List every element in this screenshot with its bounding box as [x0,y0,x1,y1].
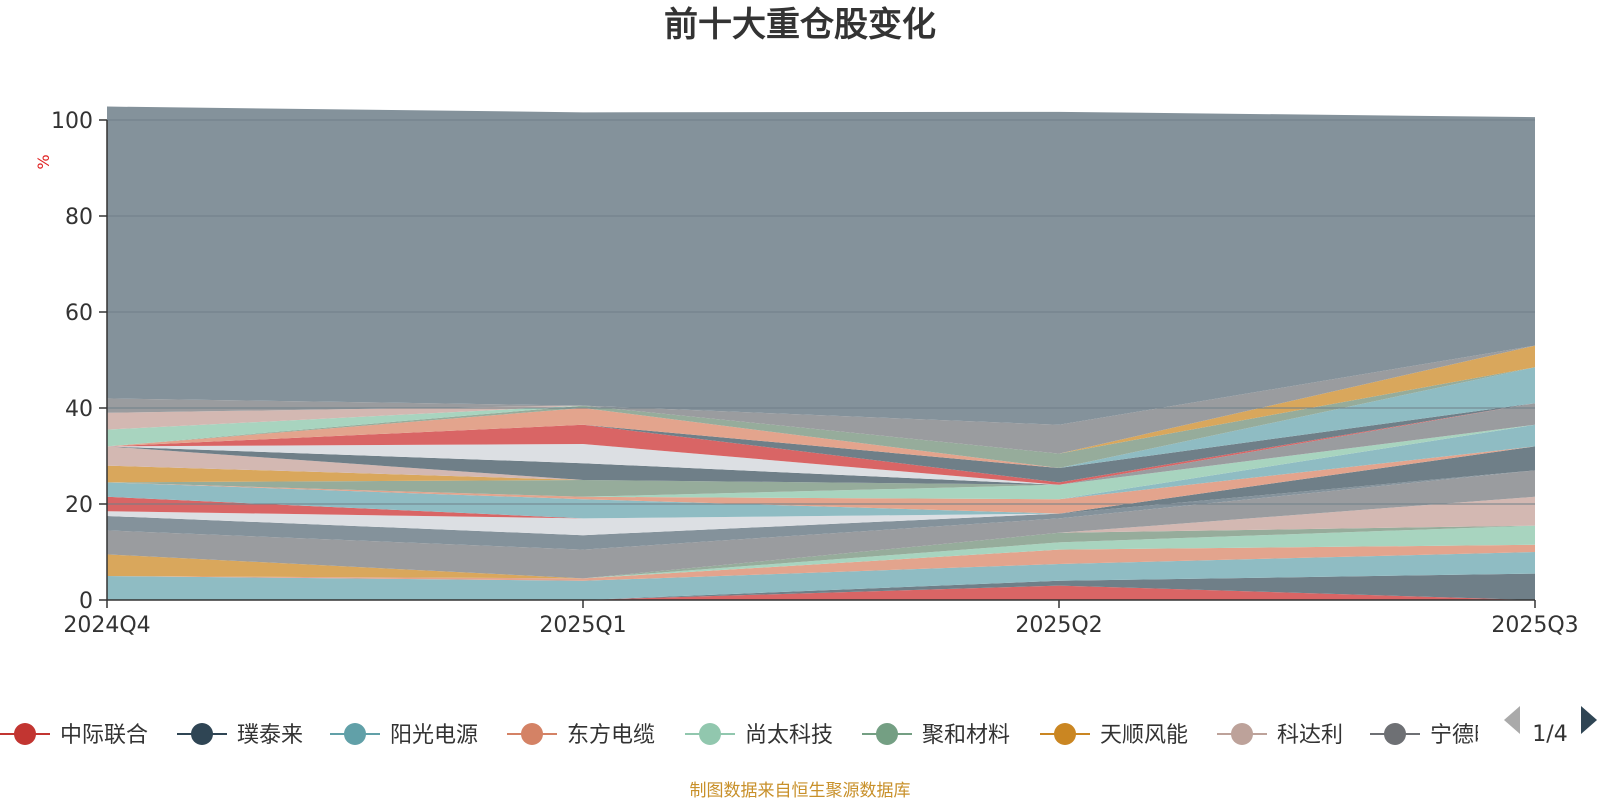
legend-item[interactable]: 中际联合 [0,723,148,748]
chart-title: 前十大重仓股变化 [664,5,936,45]
area-series-1 [107,573,1535,600]
legend-item[interactable]: 璞泰来 [177,723,303,748]
legend-label: 璞泰来 [237,723,303,748]
legend-item[interactable]: 尚太科技 [685,723,833,748]
legend-page-indicator: 1/4 [1532,722,1567,747]
area-series-31 [107,345,1535,454]
legend-swatch-icon [1231,723,1253,745]
legend-item[interactable]: 宁德时代 [1370,723,1518,748]
area-series-23 [107,403,1535,485]
y-tick-label: 60 [65,301,93,326]
legend-label: 天顺风能 [1100,723,1188,748]
area-series-9 [107,470,1535,550]
legend-label: 阳光电源 [390,723,478,748]
area-series-22 [107,403,1535,485]
legend-label: 东方电缆 [567,723,655,748]
x-tick-label: 2024Q4 [63,613,150,638]
y-tick-label: 20 [65,493,93,518]
legend-swatch-icon [699,723,721,745]
y-tick-label: 80 [65,205,93,230]
legend-next-icon[interactable] [1581,706,1597,734]
x-tick-label: 2025Q2 [1015,613,1102,638]
y-tick-label: 100 [51,109,93,134]
legend-label: 尚太科技 [745,723,833,748]
legend-swatch-icon [191,723,213,745]
legend-item[interactable]: 科达利 [1217,723,1343,748]
area-series-24 [107,403,1535,483]
legend-label: 科达利 [1277,723,1343,748]
area-series-4 [107,525,1535,579]
area-series-18 [107,424,1535,485]
legend-swatch-icon [1054,723,1076,745]
legend-pager: 1/4 [1504,706,1597,747]
legend-swatch-icon [521,723,543,745]
area-series-6 [107,525,1535,579]
legend-label: 聚和材料 [922,723,1010,748]
area-series-8 [107,470,1535,579]
plot-area [107,106,1535,600]
area-series-14 [107,446,1535,514]
x-tick-label: 2025Q3 [1491,613,1578,638]
legend-swatch-icon [876,723,898,745]
y-tick-label: 40 [65,397,93,422]
legend-prev-icon[interactable] [1504,706,1520,734]
legend-item[interactable]: 东方电缆 [507,723,655,748]
area-series-27 [107,367,1535,468]
x-tick-label: 2025Q1 [539,613,626,638]
gridlines [107,119,1535,505]
legend-swatch-icon [14,723,36,745]
legend-item[interactable]: 聚和材料 [862,723,1010,748]
area-series-10 [107,470,1535,536]
legend-item[interactable]: 阳光电源 [330,723,478,748]
area-series-2 [107,552,1535,600]
area-series-32 [107,106,1535,425]
axes: 0 20 40 60 80 100 2024Q4 2025Q1 2025Q2 2025Q3 [51,109,1579,638]
legend-label: 中际联合 [60,723,148,748]
legend-swatch-icon [344,723,366,745]
area-series-12 [107,470,1535,519]
legend: 中际联合 璞泰来 阳光电源 东方电缆 尚太科技 聚和材料 天顺风能 科达利 宁德时代 [0,723,1518,748]
y-axis-unit: % [34,154,53,169]
y-tick-label: 0 [79,589,93,614]
legend-swatch-icon [1384,723,1406,745]
area-series-3 [107,544,1535,581]
legend-item[interactable]: 天顺风能 [1040,723,1188,748]
legend-label: 宁德时代 [1430,723,1518,748]
area-series-16 [107,424,1535,500]
area-series-13 [107,446,1535,514]
area-series-21 [107,403,1535,485]
source-note: 制图数据来自恒生聚源数据库 [690,781,911,800]
